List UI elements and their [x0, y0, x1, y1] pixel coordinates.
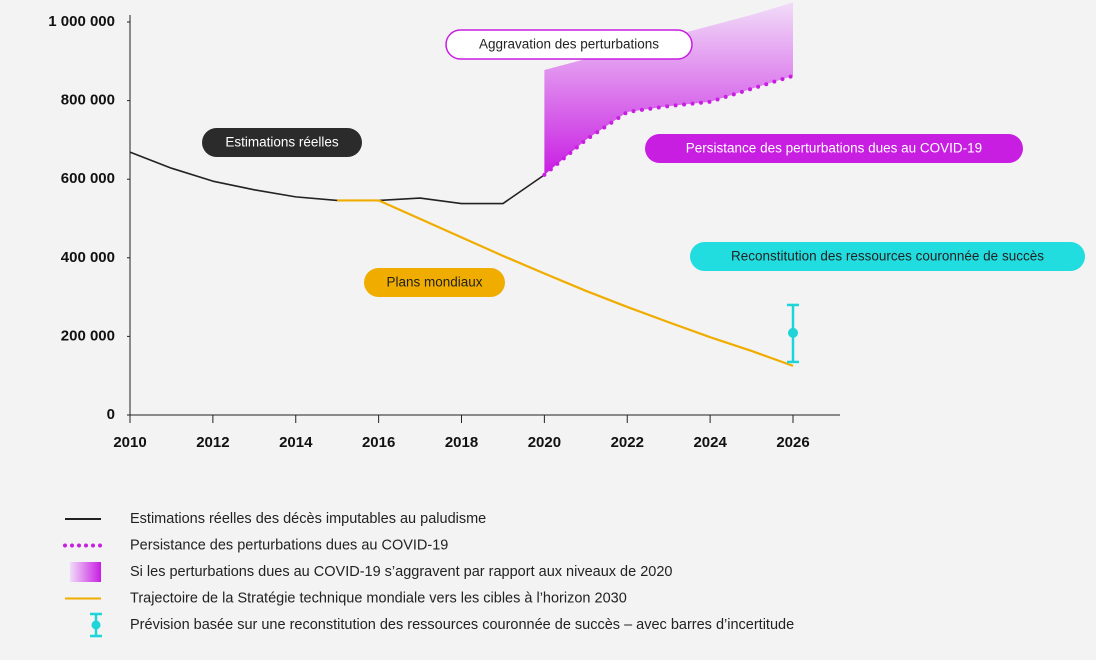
legend-label: Si les perturbations dues au COVID-19 s’… — [130, 564, 672, 580]
dotted-line — [542, 73, 795, 177]
y-tick-label: 800 000 — [61, 92, 115, 109]
annotation-pill — [645, 134, 1023, 163]
legend-label: Trajectoire de la Stratégie technique mo… — [130, 590, 627, 606]
annotation-pill — [364, 268, 505, 297]
x-tick-label: 2024 — [693, 434, 727, 451]
y-tick-label: 1 000 000 — [48, 13, 115, 30]
x-tick-label: 2014 — [279, 434, 313, 451]
forecast-point — [788, 327, 798, 338]
line — [129, 151, 545, 205]
annotation-pill — [690, 242, 1085, 271]
annotation: Estimations réelles — [225, 135, 339, 150]
x-tick-label: 2016 — [362, 434, 395, 451]
legend-item: Estimations réelles des décès imputables… — [65, 511, 486, 527]
legend-label: Prévision basée sur une reconstitution d… — [130, 617, 794, 633]
legend-swatch — [70, 562, 101, 582]
legend-swatch — [91, 620, 101, 630]
x-tick-label: 2010 — [113, 434, 146, 451]
x-tick-label: 2020 — [528, 434, 561, 451]
x-tick-label: 2026 — [776, 434, 809, 451]
y-tick-label: 200 000 — [61, 327, 115, 344]
legend-label: Persistance des perturbations dues au CO… — [130, 537, 448, 553]
legend-item: Trajectoire de la Stratégie technique mo… — [65, 590, 627, 606]
x-tick-label: 2018 — [445, 434, 478, 451]
annotation: Plans mondiaux — [386, 275, 482, 290]
x-tick-label: 2012 — [196, 434, 229, 451]
y-tick-label: 0 — [107, 406, 115, 423]
legend-label: Estimations réelles des décès imputables… — [130, 511, 486, 527]
annotation: Aggravation des perturbations — [479, 37, 659, 52]
annotation: Persistance des perturbations dues au CO… — [686, 141, 982, 156]
worsening-band — [544, 2, 793, 175]
legend-item: Prévision basée sur une reconstitution d… — [90, 612, 794, 638]
annotation-pill — [202, 128, 362, 157]
x-tick-label: 2022 — [611, 434, 644, 451]
legend-item: Si les perturbations dues au COVID-19 s’… — [70, 562, 672, 582]
annotation: Reconstitution des ressources couronnée … — [731, 249, 1044, 264]
y-tick-label: 600 000 — [61, 170, 115, 187]
y-tick-label: 400 000 — [61, 249, 115, 266]
annotation-pill — [445, 29, 693, 60]
legend-item: Persistance des perturbations dues au CO… — [63, 537, 448, 553]
line — [337, 199, 794, 367]
